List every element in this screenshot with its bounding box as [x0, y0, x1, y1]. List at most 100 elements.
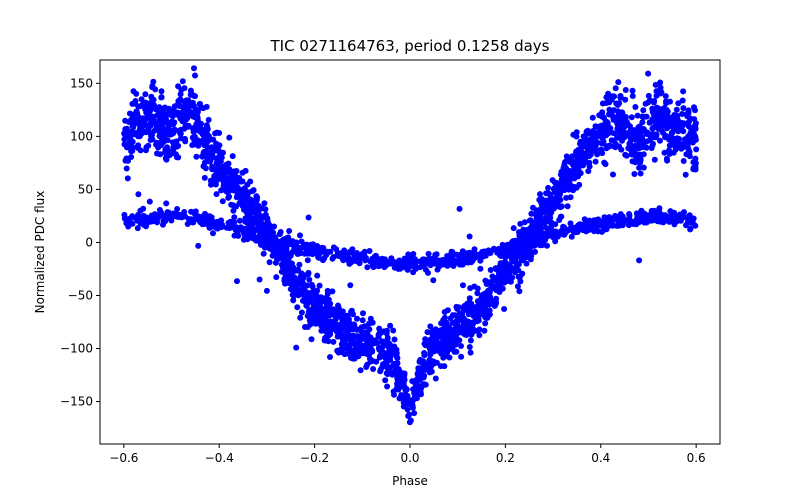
data-point [342, 326, 348, 333]
data-point [411, 390, 418, 397]
data-point [523, 260, 530, 267]
y-tick-label: 150 [70, 76, 93, 90]
data-point [381, 259, 387, 266]
data-point [452, 312, 459, 319]
data-point [680, 105, 687, 112]
data-point [679, 97, 686, 104]
data-point [428, 341, 434, 348]
data-point [162, 149, 169, 156]
data-point [427, 323, 434, 330]
data-point [389, 362, 396, 369]
data-point [225, 219, 232, 226]
data-point [340, 337, 346, 344]
data-point [189, 134, 196, 141]
data-point [274, 243, 281, 250]
data-point [692, 107, 698, 114]
data-point [482, 277, 489, 284]
data-point [340, 257, 347, 264]
data-point [597, 132, 604, 139]
data-point [327, 323, 334, 330]
data-point [461, 331, 468, 338]
data-point [680, 128, 687, 135]
data-point [401, 255, 408, 262]
data-point [435, 260, 442, 267]
data-point [606, 99, 613, 106]
data-point [447, 315, 454, 322]
data-point [542, 233, 549, 240]
data-point [161, 213, 168, 219]
data-point [231, 219, 238, 226]
data-point [497, 260, 504, 267]
data-point [366, 326, 373, 333]
data-point [319, 294, 325, 301]
data-point [566, 158, 573, 165]
data-point [521, 219, 528, 226]
data-point [610, 130, 617, 137]
data-point [466, 295, 473, 302]
data-point [304, 312, 311, 319]
data-point [303, 292, 310, 299]
data-point [591, 217, 598, 224]
data-point [181, 85, 188, 92]
data-point [198, 120, 204, 127]
data-point [630, 221, 637, 227]
data-point [354, 333, 361, 340]
data-point [653, 88, 660, 95]
data-point [253, 193, 260, 200]
data-point [254, 212, 261, 219]
data-point [493, 299, 500, 306]
data-point [629, 148, 636, 155]
data-point [188, 208, 195, 215]
data-point [583, 128, 590, 135]
data-point [326, 301, 333, 307]
data-point [132, 100, 139, 107]
data-point [629, 87, 636, 94]
data-point [320, 308, 327, 315]
data-point [145, 142, 152, 149]
data-point [467, 285, 474, 292]
data-point [411, 410, 418, 417]
data-point [203, 139, 210, 146]
data-point [249, 225, 256, 232]
data-point [467, 337, 474, 344]
data-point [235, 232, 242, 239]
data-point [637, 170, 644, 177]
data-point [661, 149, 668, 156]
data-point [636, 135, 643, 142]
data-point [444, 256, 451, 262]
data-point [366, 248, 373, 254]
data-point [632, 104, 639, 110]
data-point [487, 267, 494, 273]
data-point [679, 144, 686, 151]
data-point [153, 123, 160, 130]
data-point [632, 159, 639, 166]
data-point [633, 154, 640, 161]
data-point [344, 334, 351, 341]
data-point [205, 157, 211, 164]
data-point [641, 210, 648, 217]
data-point [362, 257, 369, 264]
data-point [385, 340, 392, 346]
data-point [316, 313, 323, 320]
data-point [198, 104, 205, 111]
data-point [181, 209, 188, 215]
data-point [516, 288, 523, 295]
data-point [617, 93, 624, 99]
x-tick-label: −0.4 [205, 451, 234, 465]
data-point [591, 145, 598, 151]
data-point [692, 125, 699, 132]
data-point [433, 327, 440, 334]
data-point [273, 274, 280, 281]
data-point [631, 171, 638, 177]
data-point [250, 203, 257, 210]
data-point [462, 256, 469, 263]
data-point [173, 210, 180, 217]
data-point [315, 247, 322, 254]
data-point [403, 385, 410, 392]
data-point [514, 248, 521, 255]
data-point [574, 150, 581, 157]
data-point [657, 84, 664, 91]
data-point [551, 179, 558, 186]
data-point [191, 65, 197, 72]
